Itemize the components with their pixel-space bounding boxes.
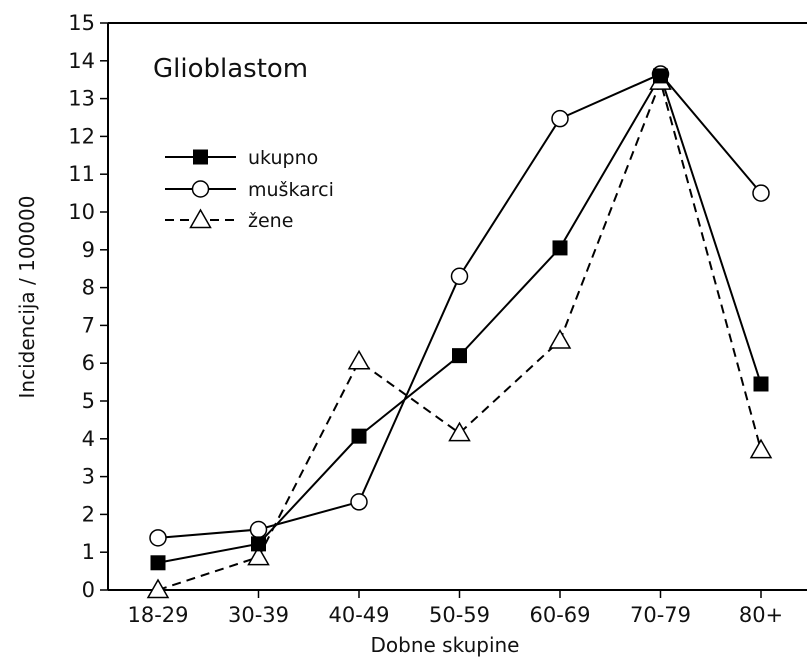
y-tick-label: 2 (82, 502, 95, 526)
y-tick-label: 3 (82, 465, 95, 489)
x-tick-label: 40-49 (328, 603, 389, 627)
axes (100, 22, 807, 598)
x-tick-label: 60-69 (529, 603, 590, 627)
y-tick-label: 11 (68, 162, 95, 186)
x-tick-label: 30-39 (228, 603, 289, 627)
y-tick-label: 7 (82, 313, 95, 337)
legend-label: žene (248, 210, 293, 232)
y-tick-label: 6 (82, 351, 95, 375)
data-point-square (753, 376, 769, 392)
x-tick-label: 70-79 (630, 603, 691, 627)
y-tick-label: 9 (82, 238, 95, 262)
legend-label: ukupno (248, 147, 318, 169)
y-tick-label: 1 (82, 540, 95, 564)
data-point-circle (752, 184, 770, 202)
data-point-triangle (189, 208, 212, 229)
y-tick-label: 0 (82, 578, 95, 602)
y-tick-label: 8 (82, 276, 95, 300)
plot-area (146, 65, 773, 599)
data-point-triangle (548, 329, 572, 349)
data-point-circle (450, 267, 469, 286)
chart-title: Glioblastom (153, 54, 308, 84)
data-point-circle (191, 180, 210, 198)
y-axis-title: Incidencija / 100000 (15, 196, 39, 399)
data-point-circle (350, 493, 368, 511)
series-line-1 (157, 72, 762, 539)
y-tick-label: 14 (68, 49, 95, 73)
x-tick-label: 18-29 (127, 603, 188, 627)
data-point-triangle (749, 438, 773, 459)
y-tick-label: 12 (68, 124, 95, 148)
data-point-triangle (247, 545, 270, 566)
y-tick-label: 5 (82, 389, 95, 413)
y-tick-label: 13 (68, 87, 95, 111)
data-point-square (193, 149, 208, 165)
legend-label: muškarci (248, 179, 334, 201)
legend: ukupno muškarci žene (165, 147, 334, 232)
data-point-circle (249, 520, 268, 539)
data-point-square (251, 536, 266, 552)
data-point-triangle (347, 349, 371, 370)
x-tick-label: 50-59 (429, 603, 490, 627)
data-point-square (351, 428, 367, 444)
x-axis-title: Dobne skupine (371, 633, 520, 657)
x-tick-label: 80+ (739, 603, 783, 627)
data-point-square (150, 555, 166, 571)
data-point-square (452, 348, 467, 364)
data-point-triangle (448, 421, 471, 442)
data-point-square (653, 68, 668, 84)
y-tick-label: 4 (82, 427, 95, 451)
y-tick-label: 10 (68, 200, 95, 224)
y-tick-label: 15 (68, 11, 95, 35)
data-point-square (552, 240, 568, 256)
data-point-circle (149, 529, 167, 547)
data-point-triangle (146, 578, 170, 599)
data-point-circle (551, 109, 569, 128)
